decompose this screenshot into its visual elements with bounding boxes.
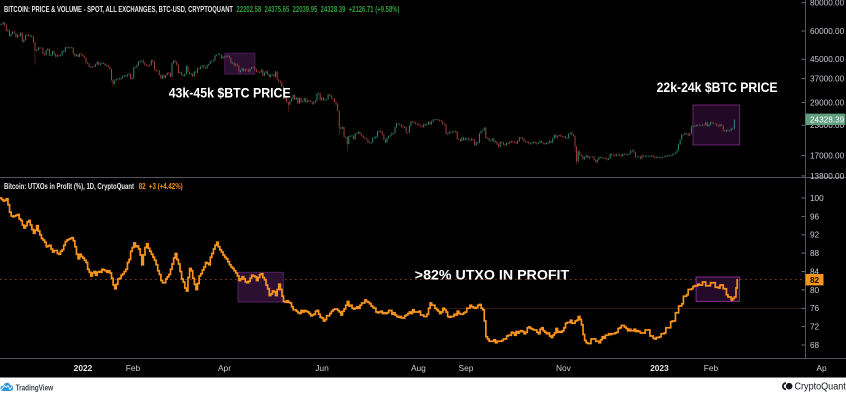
svg-text:45000.00: 45000.00: [810, 55, 845, 64]
svg-text:2022: 2022: [74, 363, 93, 373]
svg-text:17000.00: 17000.00: [810, 151, 845, 160]
svg-text:82: 82: [810, 276, 820, 285]
svg-text:BITCOIN: PRICE & VOLUME - SPOT: BITCOIN: PRICE & VOLUME - SPOT, ALL EXCH…: [4, 5, 233, 14]
svg-text:72: 72: [810, 323, 820, 332]
svg-text:60000.00: 60000.00: [810, 27, 845, 36]
svg-text:23000.00: 23000.00: [810, 121, 845, 130]
svg-text:24328.39: 24328.39: [810, 116, 845, 125]
svg-text:Feb: Feb: [704, 363, 719, 373]
svg-text:Nov: Nov: [556, 363, 572, 373]
svg-text:Jun: Jun: [315, 363, 329, 373]
svg-text:Aug: Aug: [411, 363, 426, 373]
svg-text:43k-45k $BTC PRICE: 43k-45k $BTC PRICE: [169, 85, 291, 101]
svg-text:80: 80: [810, 286, 820, 295]
svg-text:92: 92: [810, 231, 820, 240]
svg-text:Sep: Sep: [459, 363, 474, 373]
svg-text:Bitcoin: UTXOs in Profit (%),: Bitcoin: UTXOs in Profit (%), 1D, Crypto…: [4, 182, 134, 191]
svg-text:80000.00: 80000.00: [810, 0, 845, 8]
svg-text:68: 68: [810, 341, 820, 350]
svg-text:84: 84: [810, 267, 820, 276]
svg-text:>82% UTXO IN PROFIT: >82% UTXO IN PROFIT: [415, 267, 570, 283]
svg-text:96: 96: [810, 212, 820, 221]
svg-text:CryptoQuant: CryptoQuant: [795, 382, 846, 393]
svg-text:82 +3 (+4.42%): 82 +3 (+4.42%): [139, 182, 183, 191]
svg-text:Feb: Feb: [126, 363, 141, 373]
svg-text:Ap: Ap: [816, 363, 827, 373]
svg-text:88: 88: [810, 249, 820, 258]
svg-text:13800.00: 13800.00: [810, 172, 845, 181]
svg-text:37000.00: 37000.00: [810, 75, 845, 84]
svg-text:Apr: Apr: [218, 363, 231, 373]
svg-text:2023: 2023: [650, 363, 669, 373]
svg-text:TradingView: TradingView: [16, 384, 54, 393]
svg-text:76: 76: [810, 304, 820, 313]
svg-text:22k-24k $BTC PRICE: 22k-24k $BTC PRICE: [657, 79, 778, 95]
svg-text:22202.58 24375.65 22039.95: 22202.58 24375.65 22039.95 24328.39 +212…: [237, 5, 400, 14]
svg-text:29000.00: 29000.00: [810, 98, 845, 107]
svg-text:100: 100: [810, 194, 824, 203]
